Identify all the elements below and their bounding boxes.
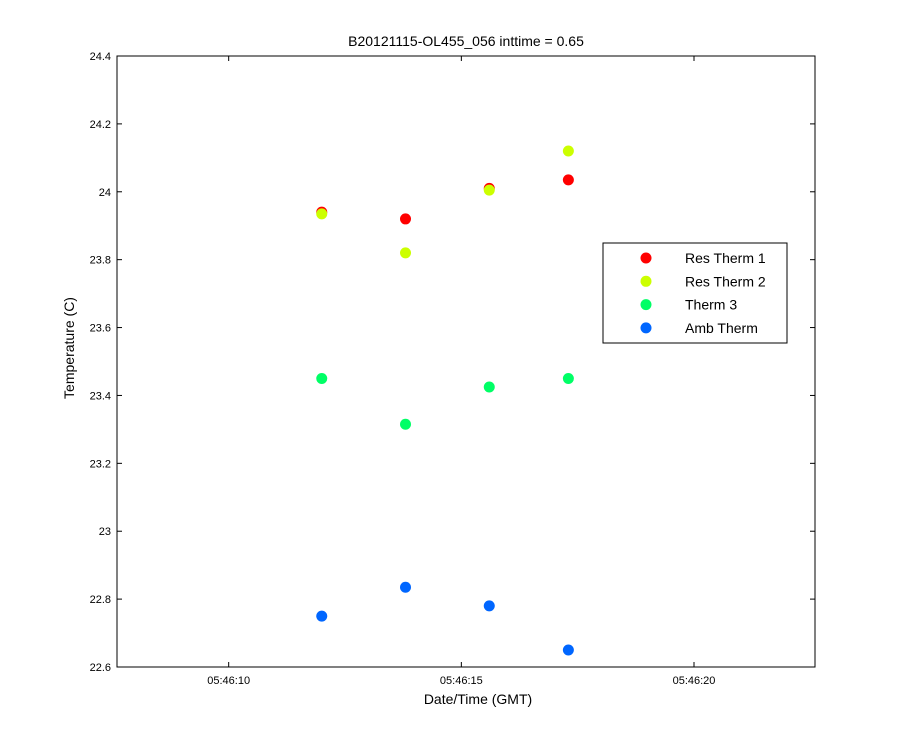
y-tick-label: 22.8: [90, 594, 111, 606]
chart-title: B20121115-OL455_056 inttime = 0.65: [348, 33, 584, 49]
data-point: [400, 213, 412, 225]
y-tick-label: 23: [99, 526, 111, 538]
legend-marker: [640, 322, 652, 334]
data-point: [483, 381, 495, 393]
data-point: [400, 247, 412, 259]
x-axis: 05:46:10 05:46:15 05:46:20: [207, 56, 715, 687]
legend-label: Amb Therm: [685, 320, 758, 336]
x-tick-label: 05:46:15: [440, 675, 483, 687]
y-tick-label: 24.2: [90, 119, 111, 131]
data-point: [316, 372, 328, 384]
x-tick-label: 05:46:20: [673, 675, 716, 687]
y-axis: 22.6 22.8 23 23.2 23.4 23.6 23.8 24 24.2 24.4: [90, 51, 815, 674]
data-point: [400, 581, 412, 593]
data-point: [562, 145, 574, 157]
x-axis-label: Date/Time (GMT): [424, 691, 532, 707]
data-point: [562, 372, 574, 384]
data-point: [562, 174, 574, 186]
y-axis-label: Temperature (C): [61, 297, 77, 399]
plot-area: [116, 55, 816, 668]
data-point: [562, 644, 574, 656]
y-tick-label: 23.6: [90, 323, 111, 335]
legend-marker: [640, 275, 652, 287]
y-tick-label: 23.4: [90, 390, 111, 402]
y-tick-label: 24.4: [90, 51, 111, 63]
legend-marker: [640, 299, 652, 311]
legend-label: Res Therm 1: [685, 250, 766, 266]
y-tick-label: 24: [99, 187, 111, 199]
legend: Res Therm 1 Res Therm 2 Therm 3 Amb Therm: [602, 242, 788, 344]
y-tick-label: 22.6: [90, 662, 111, 674]
legend-marker: [640, 252, 652, 264]
legend-label: Therm 3: [685, 297, 737, 313]
data-point: [400, 418, 412, 430]
legend-label: Res Therm 2: [685, 273, 766, 289]
data-point: [316, 610, 328, 622]
legend-entries: Res Therm 1 Res Therm 2 Therm 3 Amb Therm: [640, 250, 766, 336]
y-tick-label: 23.2: [90, 458, 111, 470]
data-point: [483, 184, 495, 196]
data-points: [316, 145, 574, 656]
x-tick-label: 05:46:10: [207, 675, 250, 687]
data-point: [316, 208, 328, 220]
data-point: [483, 600, 495, 612]
legend-box: [602, 242, 788, 344]
y-tick-label: 23.8: [90, 255, 111, 267]
